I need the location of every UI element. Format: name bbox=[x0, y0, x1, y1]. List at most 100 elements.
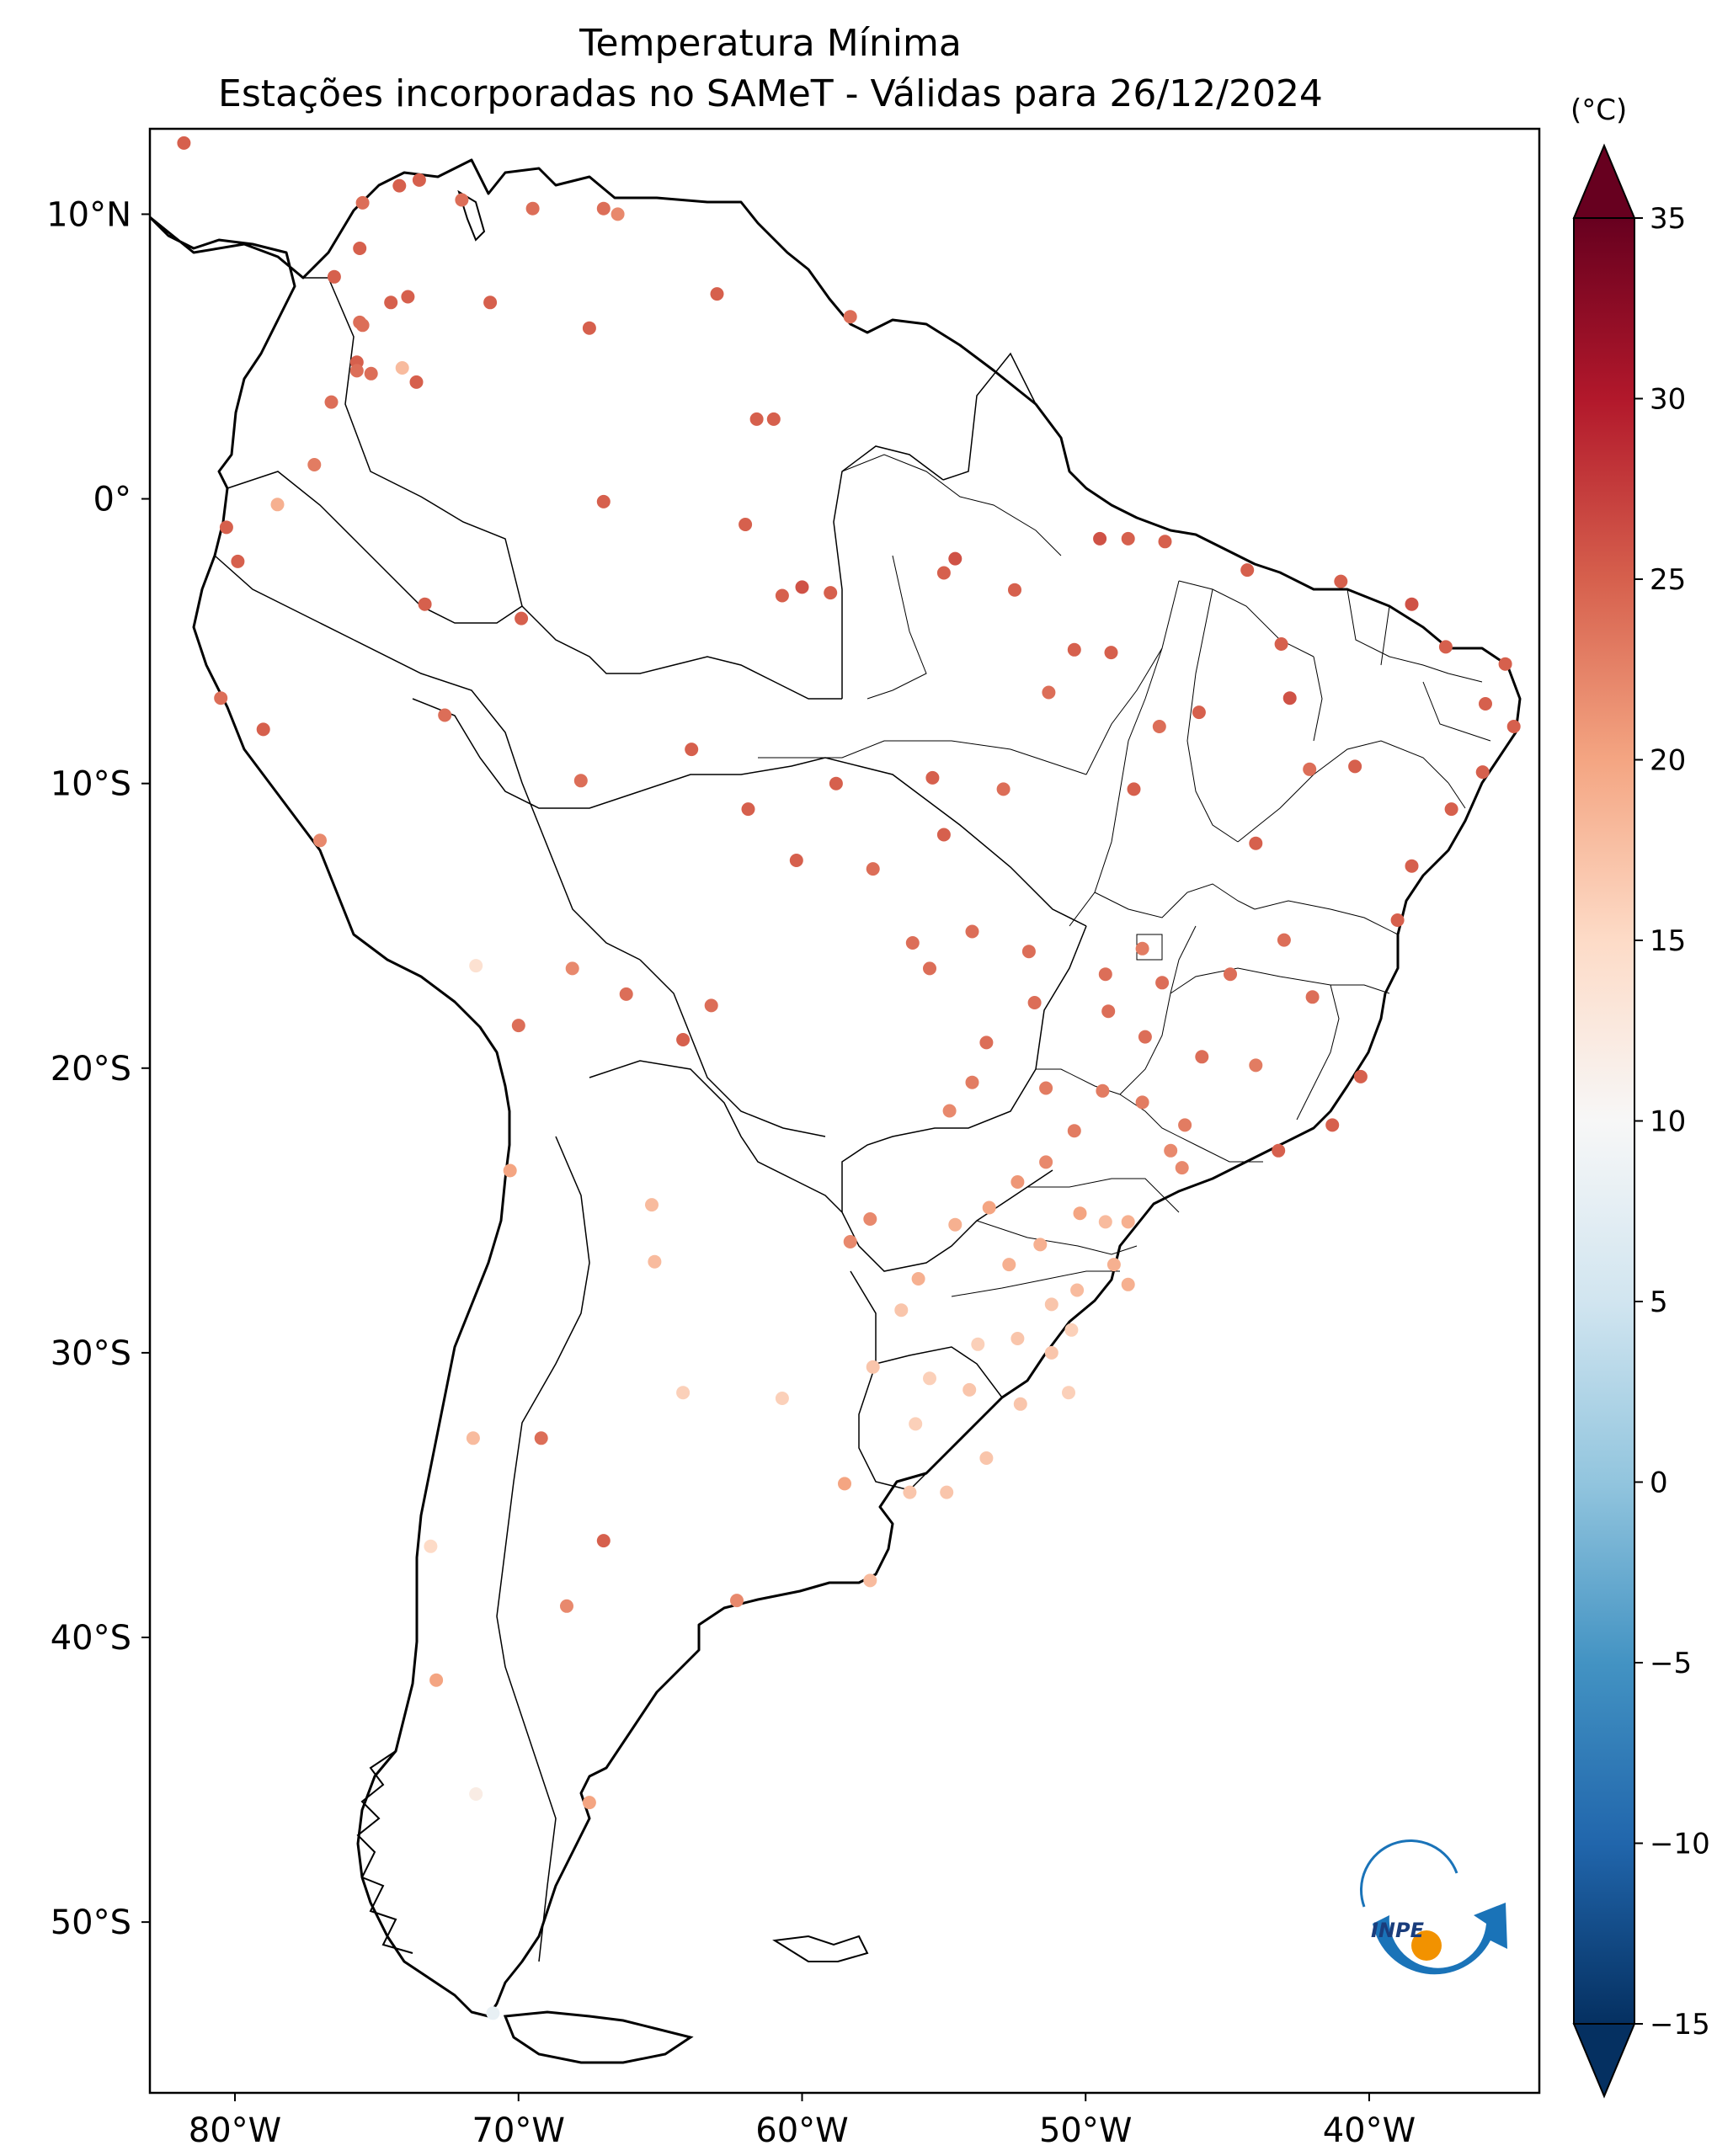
colorbar-gradient bbox=[1573, 217, 1635, 2025]
station-point bbox=[824, 586, 838, 600]
station-point bbox=[469, 959, 483, 973]
station-point bbox=[1033, 1238, 1048, 1252]
colorbar: (°C) 35 30 25 20 15 10 5 0 −5 −10 −15 bbox=[1570, 93, 1710, 2099]
station-point bbox=[829, 776, 843, 791]
colorbar-tick-label: 10 bbox=[1650, 1105, 1686, 1139]
station-point bbox=[911, 1272, 925, 1286]
station-point bbox=[1039, 1081, 1053, 1095]
station-point bbox=[863, 1212, 877, 1226]
station-point bbox=[429, 1673, 444, 1687]
station-point bbox=[231, 554, 245, 568]
station-point bbox=[866, 862, 880, 876]
station-point bbox=[838, 1477, 851, 1491]
station-point bbox=[1121, 1277, 1135, 1291]
station-point bbox=[214, 691, 228, 705]
station-point bbox=[1224, 967, 1237, 982]
station-point bbox=[1195, 1050, 1209, 1064]
station-point bbox=[1098, 1215, 1112, 1229]
station-point bbox=[270, 498, 285, 512]
station-point bbox=[1039, 1155, 1053, 1169]
map-subtitle: Estações incorporadas no SAMeT - Válidas… bbox=[218, 72, 1323, 115]
station-point bbox=[1101, 1004, 1116, 1019]
station-point bbox=[1135, 1095, 1149, 1110]
station-point bbox=[940, 1485, 954, 1499]
longitude-tick-label: 60°W bbox=[755, 2111, 848, 2150]
station-point bbox=[996, 782, 1010, 796]
station-point bbox=[469, 1787, 483, 1801]
station-point bbox=[766, 412, 781, 426]
station-point bbox=[948, 1217, 962, 1232]
station-point bbox=[965, 924, 979, 939]
station-point bbox=[307, 458, 322, 471]
station-point bbox=[1334, 574, 1348, 588]
latitude-tick-label: 40°S bbox=[51, 1619, 131, 1658]
longitude-tick-label: 50°W bbox=[1039, 2111, 1132, 2150]
station-point bbox=[948, 551, 962, 566]
station-point bbox=[1002, 1258, 1016, 1272]
station-point bbox=[1106, 1258, 1121, 1272]
station-point bbox=[466, 1431, 480, 1445]
station-point bbox=[560, 1599, 573, 1613]
chilean-fjords bbox=[356, 1750, 413, 1954]
station-point bbox=[863, 1573, 877, 1588]
station-point bbox=[936, 828, 951, 842]
station-point bbox=[177, 136, 191, 150]
longitude-tick-label: 70°W bbox=[472, 2111, 565, 2150]
station-point bbox=[676, 1033, 691, 1046]
station-point bbox=[925, 770, 940, 785]
station-point bbox=[1152, 720, 1166, 733]
station-point bbox=[1098, 967, 1112, 982]
station-point bbox=[324, 395, 339, 409]
station-point bbox=[936, 566, 951, 580]
colorbar-tick-label: 30 bbox=[1650, 383, 1686, 417]
station-point bbox=[1021, 945, 1036, 959]
station-point bbox=[424, 1539, 438, 1553]
colorbar-tick-label: 0 bbox=[1650, 1467, 1668, 1500]
station-point bbox=[1498, 657, 1512, 671]
map-frame bbox=[148, 127, 1541, 2095]
station-point bbox=[775, 1392, 789, 1405]
station-point bbox=[1249, 836, 1263, 850]
colorbar-tick-label: 5 bbox=[1650, 1286, 1668, 1319]
station-point bbox=[1044, 1345, 1058, 1360]
south-america-outline bbox=[150, 158, 1522, 2018]
colorbar-tick-label: −5 bbox=[1650, 1647, 1692, 1680]
station-point bbox=[1104, 646, 1118, 660]
station-point bbox=[795, 580, 809, 594]
station-point bbox=[611, 207, 625, 221]
station-point bbox=[1121, 1215, 1135, 1229]
station-point bbox=[327, 269, 341, 284]
station-point bbox=[1353, 1069, 1368, 1083]
station-point bbox=[1274, 637, 1288, 651]
latitude-tick-label: 0° bbox=[93, 481, 131, 519]
station-point bbox=[1390, 913, 1405, 927]
station-point bbox=[355, 318, 370, 333]
longitude-axis: 80°W 70°W 60°W 50°W 40°W bbox=[189, 2093, 1416, 2150]
latitude-tick-label: 10°N bbox=[46, 195, 131, 234]
station-point bbox=[741, 802, 755, 817]
inpe-logo: INPE bbox=[1359, 1839, 1507, 1975]
station-point bbox=[483, 295, 498, 310]
colorbar-ticks: 35 30 25 20 15 10 5 0 −5 −10 −15 bbox=[1634, 202, 1710, 2042]
colorbar-tick-label: 15 bbox=[1650, 924, 1686, 958]
station-point bbox=[1027, 996, 1042, 1009]
station-point bbox=[676, 1386, 691, 1400]
lake-titicaca bbox=[457, 189, 486, 242]
station-point bbox=[412, 173, 426, 187]
station-point bbox=[971, 1337, 985, 1351]
station-point bbox=[455, 193, 469, 207]
colorbar-tick-label: 25 bbox=[1650, 563, 1686, 597]
station-point bbox=[1240, 563, 1255, 578]
station-point bbox=[775, 588, 789, 603]
station-point bbox=[219, 520, 233, 535]
longitude-tick-label: 40°W bbox=[1323, 2111, 1416, 2150]
station-point bbox=[1013, 1397, 1027, 1411]
station-markers bbox=[177, 136, 1521, 2020]
station-point bbox=[1158, 535, 1172, 549]
station-point bbox=[1044, 1297, 1058, 1312]
station-point bbox=[1067, 642, 1081, 657]
colorbar-unit: (°C) bbox=[1570, 93, 1627, 127]
station-point bbox=[979, 1035, 994, 1050]
station-point bbox=[313, 833, 327, 848]
